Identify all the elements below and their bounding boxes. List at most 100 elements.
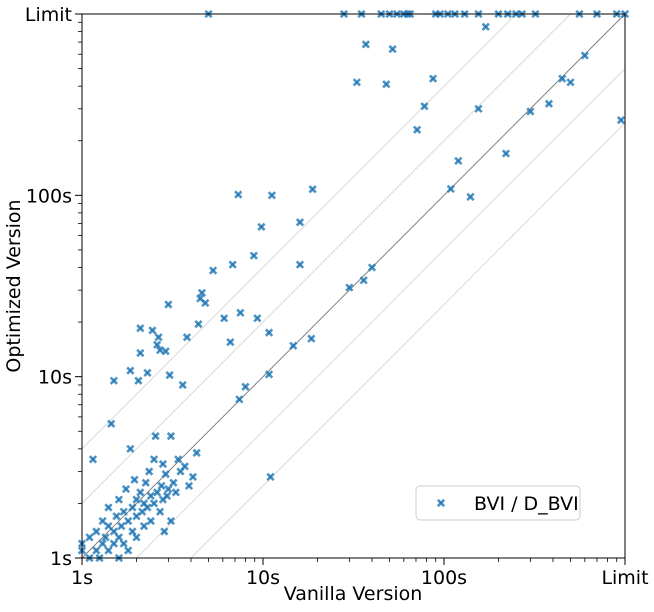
data-point xyxy=(501,149,511,158)
data-point xyxy=(143,368,152,377)
data-point xyxy=(165,370,174,380)
data-point xyxy=(197,288,207,297)
data-point xyxy=(160,527,169,536)
data-point xyxy=(151,432,160,441)
data-point xyxy=(454,156,463,165)
data-point xyxy=(241,382,250,391)
data-point xyxy=(308,185,317,194)
data-point xyxy=(119,539,128,548)
data-point xyxy=(155,346,165,355)
data-point xyxy=(295,218,305,227)
data-point xyxy=(130,475,139,484)
data-point xyxy=(194,319,203,329)
data-point xyxy=(388,45,397,54)
data-point xyxy=(139,521,149,531)
data-point xyxy=(109,376,118,385)
data-point xyxy=(149,499,159,508)
data-point xyxy=(566,78,575,87)
data-point xyxy=(132,533,141,542)
data-point xyxy=(148,326,157,335)
data-point xyxy=(117,521,126,531)
x-axis-label: Vanilla Version xyxy=(284,583,423,605)
data-point xyxy=(152,340,162,349)
data-point xyxy=(359,276,368,285)
data-point xyxy=(220,314,229,323)
data-point xyxy=(85,533,94,542)
data-point xyxy=(174,455,183,464)
data-point xyxy=(558,74,567,83)
data-point xyxy=(136,348,145,358)
data-point xyxy=(266,472,275,482)
data-point xyxy=(161,347,170,356)
data-point xyxy=(420,102,429,111)
y-tick-label: Limit xyxy=(25,4,72,26)
data-point xyxy=(114,495,124,504)
data-point xyxy=(101,533,110,542)
data-point xyxy=(112,512,121,521)
data-point xyxy=(141,478,150,487)
data-point xyxy=(124,546,133,555)
data-point xyxy=(345,283,354,292)
data-point xyxy=(149,455,159,464)
reference-lines xyxy=(81,13,626,559)
data-point xyxy=(295,260,305,269)
data-point xyxy=(126,366,135,375)
reference-line-factor-0-25 xyxy=(190,122,626,559)
data-point xyxy=(180,462,189,471)
data-point xyxy=(157,481,166,490)
data-point xyxy=(264,370,274,379)
x-tick-label: 10s xyxy=(246,567,280,589)
data-point xyxy=(367,263,377,272)
data-point xyxy=(128,503,137,512)
data-point xyxy=(474,104,483,113)
data-point xyxy=(228,260,237,269)
plot-frame xyxy=(81,13,626,559)
data-point xyxy=(178,380,187,390)
data-point xyxy=(92,546,101,555)
reference-line-factor-2 xyxy=(81,13,571,504)
data-point xyxy=(98,539,107,548)
data-point xyxy=(257,222,266,231)
legend-marker-icon xyxy=(436,498,446,508)
data-point xyxy=(307,334,316,343)
data-point xyxy=(234,190,243,199)
data-point xyxy=(616,115,626,125)
data-point xyxy=(253,314,262,323)
data-point xyxy=(92,527,101,536)
y-tick-label: 100s xyxy=(26,185,72,207)
data-point xyxy=(104,546,113,555)
data-point xyxy=(104,503,113,512)
data-point xyxy=(152,488,162,497)
reference-line-factor-4 xyxy=(81,13,517,450)
data-point xyxy=(134,376,143,385)
data-point xyxy=(201,298,210,308)
data-point xyxy=(164,300,173,309)
x-tick-label: Limit xyxy=(601,567,648,589)
legend-frame xyxy=(415,485,581,521)
data-point xyxy=(155,507,165,516)
data-point xyxy=(481,22,490,31)
data-point xyxy=(188,472,198,482)
data-point xyxy=(114,533,124,542)
reference-line-factor-0-5 xyxy=(136,68,626,559)
data-point xyxy=(526,107,535,116)
data-point xyxy=(544,99,554,108)
data-point xyxy=(166,432,176,441)
data-point xyxy=(412,125,422,134)
diagonal-line xyxy=(81,13,626,559)
legend-label: BVI / D_BVI xyxy=(474,493,579,515)
data-point xyxy=(136,488,145,497)
data-point xyxy=(466,192,475,202)
data-point xyxy=(146,516,155,526)
y-tick-label: 1s xyxy=(50,548,72,570)
data-point xyxy=(126,444,135,453)
data-point xyxy=(136,324,145,333)
axis-ticks: 1s 10s 100s Limit 1s 10s 100s Limit xyxy=(25,4,649,589)
data-point xyxy=(184,481,194,490)
data-point xyxy=(154,333,163,342)
data-point xyxy=(235,395,244,404)
legend-marker-glyph xyxy=(436,498,446,508)
data-point xyxy=(146,491,155,501)
data-point xyxy=(249,251,258,260)
